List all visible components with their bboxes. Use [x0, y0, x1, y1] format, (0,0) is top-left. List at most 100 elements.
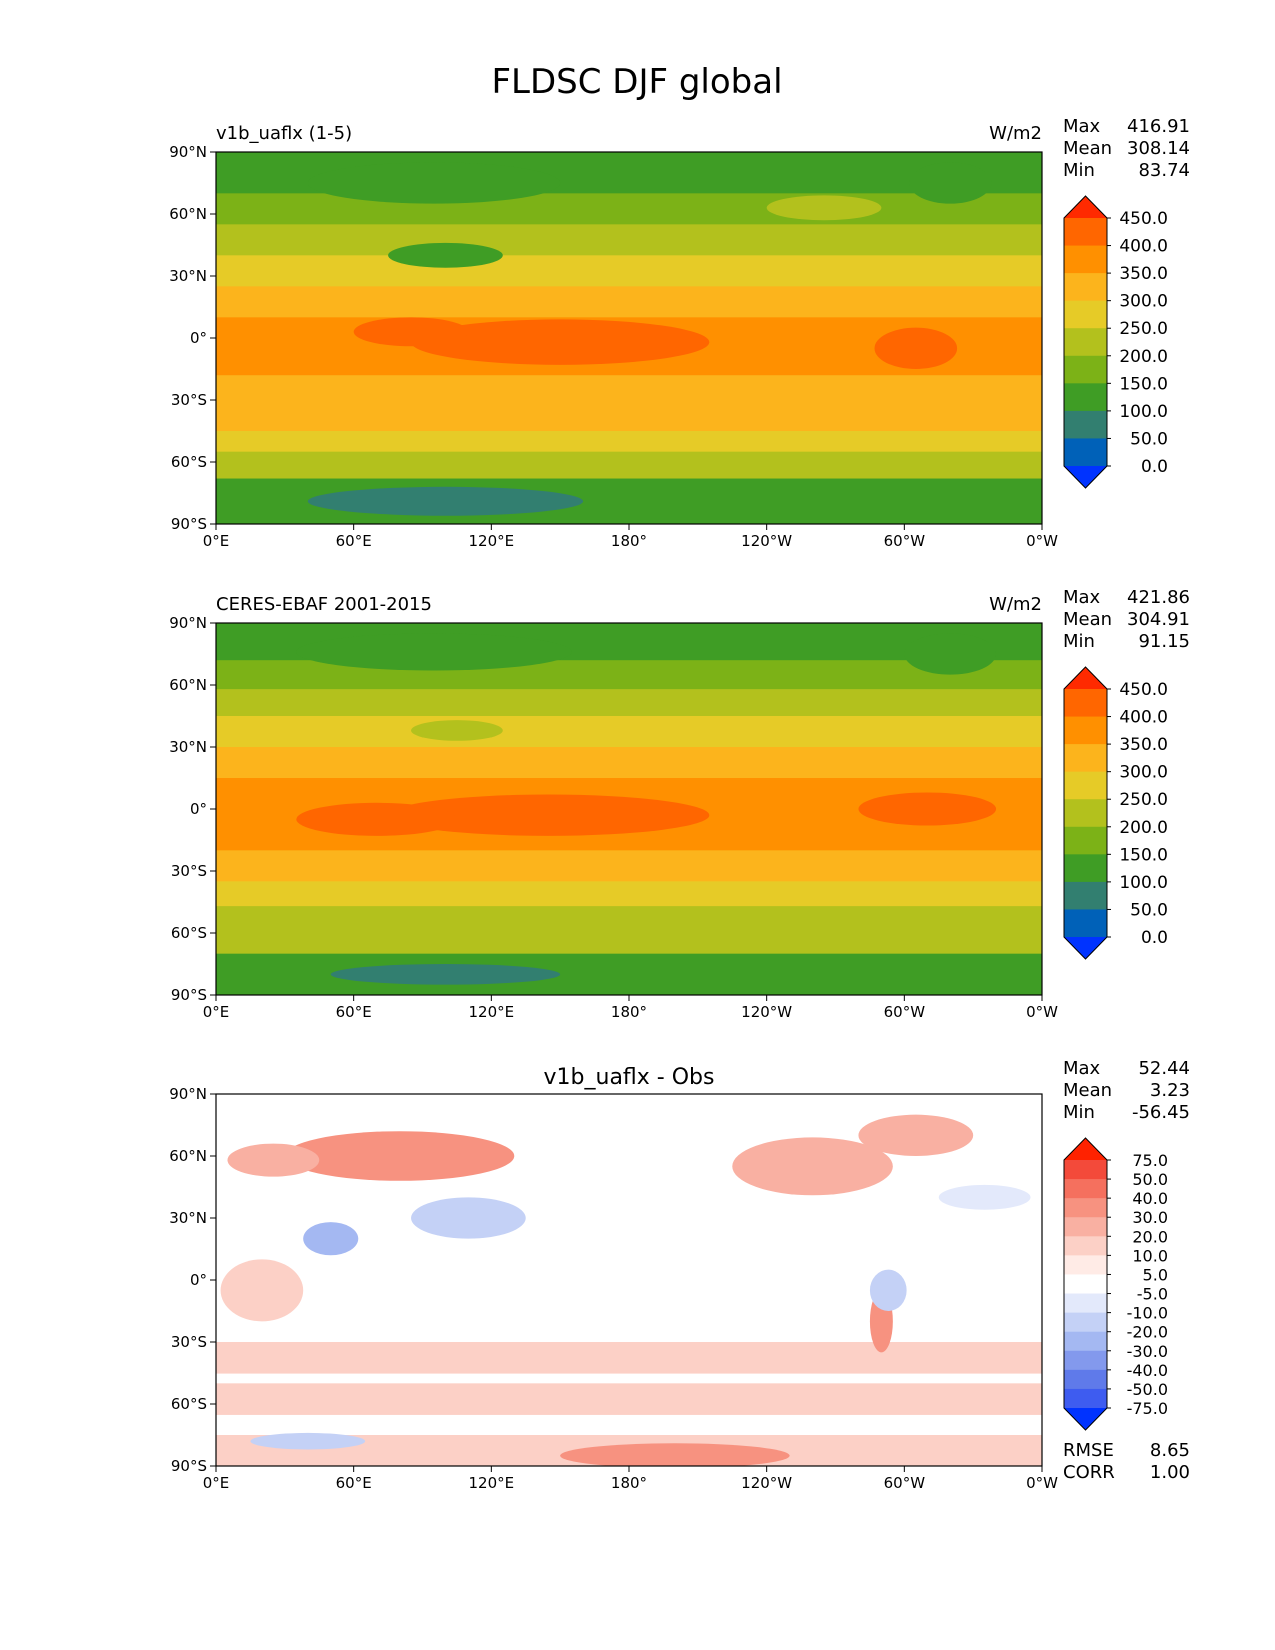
x-tick-label: 0°W	[1026, 532, 1058, 550]
panel-2: 0°E 60°E 120°E 180° 120°W 60°W 0°W 90°N 60°N 30°N…	[169, 587, 1190, 1021]
extra-stat-value: 1.00	[1150, 1462, 1190, 1483]
colorbar-label: 350.0	[1119, 264, 1168, 284]
stat-label: Min	[1063, 160, 1095, 181]
colorbar-label: 100.0	[1119, 873, 1168, 893]
colorbar-segment	[1064, 826, 1107, 855]
panel-1: 0°E 60°E 120°E 180° 120°W 60°W 0°W 90°N 60°N 30°N…	[169, 116, 1190, 550]
colorbar-segment	[1064, 1350, 1107, 1371]
field-anomaly	[227, 1143, 320, 1177]
figure-title: FLDSC DJF global	[491, 62, 782, 102]
y-tick-label: 30°S	[171, 862, 207, 880]
colorbar-label: 250.0	[1119, 790, 1168, 810]
colorbar-segment	[1064, 1312, 1107, 1333]
colorbar-label: 250.0	[1119, 319, 1168, 339]
y-tick-label: 0°	[190, 1271, 207, 1289]
stat-label: Mean	[1063, 138, 1112, 159]
x-tick-label: 120°E	[469, 532, 515, 550]
latitude-band	[216, 747, 1042, 779]
colorbar-extend-top	[1064, 196, 1107, 218]
field-anomaly	[869, 1269, 907, 1312]
x-tick-label: 120°W	[741, 532, 792, 550]
colorbar-segment	[1064, 744, 1107, 773]
y-tick-label: 60°S	[171, 1395, 207, 1413]
colorbar-label: 50.0	[1130, 429, 1168, 449]
field-anomaly	[388, 794, 710, 836]
colorbar-label: -50.0	[1127, 1380, 1168, 1399]
colorbar-extend-top	[1064, 1138, 1107, 1160]
colorbar-label: 200.0	[1119, 818, 1168, 838]
stat-value: 52.44	[1138, 1058, 1190, 1079]
field-anomaly	[303, 1222, 359, 1256]
colorbar-label: 40.0	[1132, 1189, 1168, 1208]
colorbar-segment	[1064, 771, 1107, 800]
x-tick-label: 0°E	[203, 532, 230, 550]
latitude-band	[216, 431, 1042, 453]
colorbar-label: 50.0	[1130, 900, 1168, 920]
field-anomaly	[353, 317, 469, 347]
colorbar-label: -30.0	[1127, 1342, 1168, 1361]
stat-value: -56.45	[1132, 1102, 1190, 1123]
panel-units: W/m2	[989, 594, 1042, 615]
field-anomaly	[411, 319, 710, 365]
x-tick-label: 60°W	[884, 1474, 926, 1492]
colorbar-segment	[1064, 909, 1107, 938]
field-anomaly	[296, 633, 572, 671]
colorbar-segment	[1064, 1217, 1107, 1237]
colorbar-segment	[1064, 410, 1107, 439]
colorbar-segment	[1064, 1274, 1107, 1295]
latitude-band	[216, 689, 1042, 717]
colorbar-segment	[1064, 1198, 1107, 1218]
field-anomaly	[858, 792, 997, 826]
y-tick-label: 30°N	[169, 267, 207, 285]
latitude-band	[216, 375, 1042, 405]
colorbar-label: 450.0	[1119, 680, 1168, 700]
colorbar-segment	[1064, 1388, 1107, 1409]
x-tick-label: 180°	[611, 532, 647, 550]
colorbar-segment	[1064, 1160, 1107, 1180]
panel-title-left: v1b_uaflx (1-5)	[216, 123, 352, 144]
colorbar-label: 50.0	[1132, 1170, 1168, 1189]
map-field	[216, 152, 1042, 524]
y-tick-label: 0°	[190, 329, 207, 347]
x-tick-label: 60°W	[884, 1003, 926, 1021]
x-tick-label: 120°W	[741, 1003, 792, 1021]
latitude-band	[216, 224, 1042, 256]
x-tick-label: 120°W	[741, 1474, 792, 1492]
colorbar: 75.050.040.030.020.010.05.0-5.0-10.0-20.…	[1063, 1137, 1168, 1431]
stat-label: Max	[1063, 116, 1101, 137]
panel-title-left: CERES-EBAF 2001-2015	[216, 594, 432, 615]
colorbar-segment	[1064, 438, 1107, 467]
y-tick-label: 60°N	[169, 1147, 207, 1165]
x-tick-label: 120°E	[469, 1003, 515, 1021]
field-anomaly	[908, 162, 992, 204]
latitude-band	[216, 906, 1042, 955]
colorbar-segment	[1064, 1179, 1107, 1199]
colorbar-segment	[1064, 300, 1107, 329]
colorbar-label: -10.0	[1127, 1304, 1168, 1323]
colorbar-label: 5.0	[1143, 1265, 1168, 1284]
latitude-band	[216, 404, 1042, 432]
field-anomaly	[284, 1131, 515, 1181]
latitude-band	[216, 286, 1042, 318]
latitude-band	[216, 1342, 1042, 1374]
colorbar-label: 20.0	[1132, 1227, 1168, 1246]
x-tick-label: 60°E	[336, 532, 372, 550]
colorbar-segment	[1064, 854, 1107, 883]
field-anomaly	[388, 242, 503, 268]
colorbar-label: -20.0	[1127, 1323, 1168, 1342]
colorbar-extend-bottom	[1064, 937, 1107, 959]
x-tick-label: 0°E	[203, 1474, 230, 1492]
colorbar-label: -5.0	[1137, 1285, 1168, 1304]
latitude-band	[216, 881, 1042, 907]
colorbar: 450.0 400.0 350.0 300.0 250.0 200.0 150.0 100.0…	[1063, 195, 1168, 489]
field-anomaly	[307, 486, 584, 516]
x-tick-label: 180°	[611, 1474, 647, 1492]
stat-value: 91.15	[1138, 631, 1190, 652]
colorbar-extend-bottom	[1064, 466, 1107, 488]
x-tick-label: 0°W	[1026, 1474, 1058, 1492]
colorbar-label: 350.0	[1119, 735, 1168, 755]
field-anomaly	[732, 1137, 893, 1196]
field-anomaly	[411, 720, 503, 741]
stat-value: 83.74	[1138, 160, 1190, 181]
